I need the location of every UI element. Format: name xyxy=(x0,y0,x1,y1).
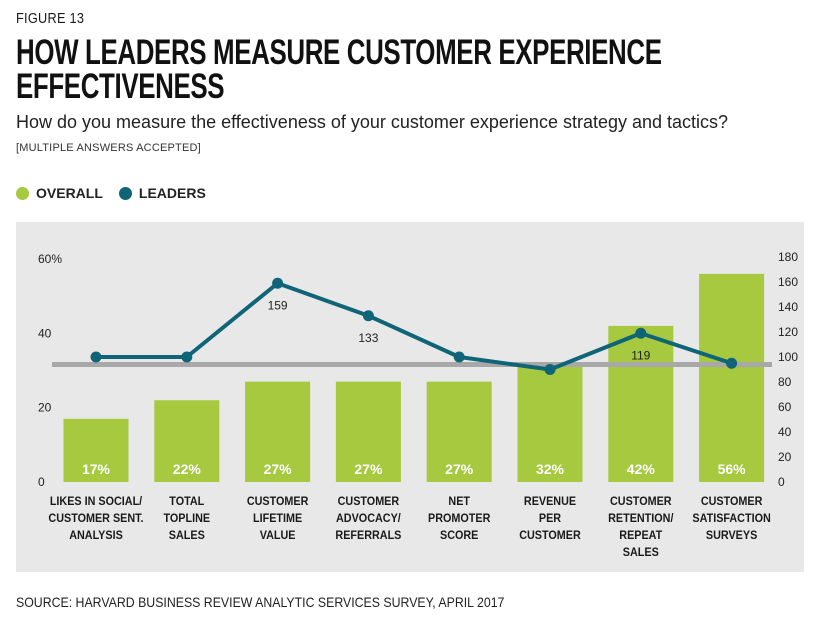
point-leaders xyxy=(272,277,284,289)
right-axis-tick: 160 xyxy=(778,275,798,289)
right-axis-tick: 100 xyxy=(778,350,798,364)
bar-overall xyxy=(699,273,765,482)
bar-overall xyxy=(426,381,492,482)
bar-overall xyxy=(63,418,129,482)
bar-overall xyxy=(517,363,583,482)
category-label: CUSTOMER xyxy=(519,530,581,543)
chart-svg: 0 20 40 60% 0 20 40 60 80 100 120 140 160 180 17% 22% 27… xyxy=(38,250,798,560)
point-value-label: 119 xyxy=(631,348,650,362)
right-axis-tick: 40 xyxy=(778,425,792,439)
bar-value-label: 17% xyxy=(82,461,111,477)
category-label: TOTAL xyxy=(169,496,204,509)
point-leaders xyxy=(726,357,738,369)
category-label: CUSTOMER xyxy=(701,496,763,509)
bar-value-label: 27% xyxy=(445,461,474,477)
category-label: SURVEYS xyxy=(706,530,758,543)
point-value-label: 133 xyxy=(358,331,378,345)
point-value-label: 159 xyxy=(268,298,288,312)
right-axis-tick: 20 xyxy=(778,450,792,464)
chart-subtitle: How do you measure the effectiveness of … xyxy=(16,112,729,132)
legend-item-leaders: LEADERS xyxy=(118,185,206,201)
chart-source: SOURCE: HARVARD BUSINESS REVIEW ANALYTIC… xyxy=(16,594,505,610)
right-axis-tick: 180 xyxy=(778,250,798,264)
figure-label: FIGURE 13 xyxy=(16,10,85,27)
legend-item-overall: OVERALL xyxy=(16,185,103,201)
bar-value-label: 22% xyxy=(173,461,202,477)
bar-overall xyxy=(608,325,674,482)
chart-note: [MULTIPLE ANSWERS ACCEPTED] xyxy=(16,142,201,154)
category-label: CUSTOMER SENT. xyxy=(48,513,143,526)
bar-overall xyxy=(245,381,311,482)
legend-label-leaders: LEADERS xyxy=(138,185,206,201)
bar-overall xyxy=(154,400,220,482)
right-axis-tick: 80 xyxy=(778,375,792,389)
category-label: VALUE xyxy=(260,530,296,543)
legend: OVERALL LEADERS xyxy=(16,185,222,201)
left-axis-tick: 60% xyxy=(38,252,62,266)
point-leaders xyxy=(181,351,193,363)
category-label: REFERRALS xyxy=(335,530,401,543)
bar-overall xyxy=(335,381,401,482)
right-axis-tick: 0 xyxy=(778,475,785,489)
legend-label-overall: OVERALL xyxy=(36,185,103,201)
left-axis-tick: 0 xyxy=(38,475,45,489)
left-axis-tick: 20 xyxy=(38,401,52,415)
category-label: SALES xyxy=(169,530,205,543)
point-leaders xyxy=(544,364,556,375)
category-label: REPEAT xyxy=(619,530,662,543)
bar-value-label: 42% xyxy=(627,461,656,477)
point-leaders xyxy=(362,310,374,322)
category-label: REVENUE xyxy=(524,496,577,509)
right-axis-tick: 60 xyxy=(778,400,792,414)
category-label: CUSTOMER xyxy=(247,496,309,509)
legend-swatch-leaders xyxy=(118,186,132,200)
category-label: LIFETIME xyxy=(253,513,303,526)
bar-value-label: 32% xyxy=(536,461,565,477)
category-label: ANALYSIS xyxy=(69,530,123,543)
category-label: SCORE xyxy=(440,530,479,543)
category-label: ADVOCACY/ xyxy=(336,513,402,526)
point-leaders xyxy=(90,351,102,363)
line-leaders xyxy=(96,281,733,372)
category-label: PER xyxy=(539,513,561,526)
category-label: SALES xyxy=(623,547,659,560)
chart-title: HOW LEADERS MEASURE CUSTOMER EXPERIENCE … xyxy=(16,33,662,106)
category-label: RETENTION/ xyxy=(608,513,674,526)
legend-swatch-overall xyxy=(16,186,29,200)
category-label: TOPLINE xyxy=(164,513,211,526)
right-axis-tick: 140 xyxy=(778,300,798,314)
point-leaders xyxy=(635,327,647,339)
category-label: PROMOTER xyxy=(428,513,490,526)
left-axis-tick: 40 xyxy=(38,326,52,340)
category-label: LIKES IN SOCIAL/ xyxy=(50,496,143,509)
category-label: NET xyxy=(448,496,470,509)
bar-value-label: 56% xyxy=(718,461,747,477)
point-leaders xyxy=(453,351,465,363)
chart-panel: 0 20 40 60% 0 20 40 60 80 100 120 140 160 180 17% 22% 27… xyxy=(16,222,804,572)
category-label: SATISFACTION xyxy=(692,513,770,526)
right-axis-tick: 120 xyxy=(778,325,798,339)
category-label: CUSTOMER xyxy=(338,496,400,509)
bar-value-label: 27% xyxy=(354,461,383,477)
category-label: CUSTOMER xyxy=(610,496,672,509)
bar-value-label: 27% xyxy=(264,461,293,477)
